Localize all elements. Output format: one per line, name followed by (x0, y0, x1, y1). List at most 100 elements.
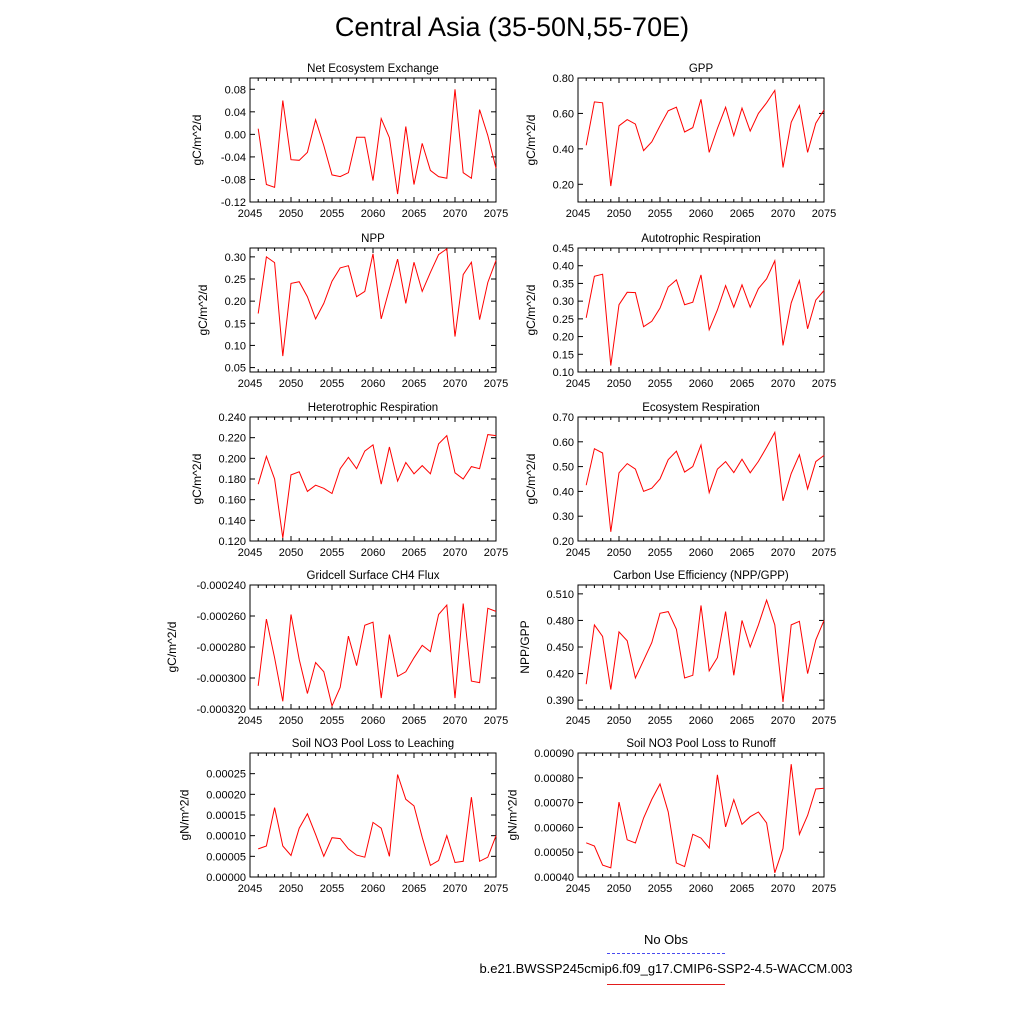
panel-title: Soil NO3 Pool Loss to Leaching (292, 738, 454, 750)
x-tick-label: 2075 (812, 378, 836, 390)
panel-title: Heterotrophic Respiration (308, 402, 438, 414)
data-line (586, 764, 825, 873)
x-tick-label: 2060 (689, 883, 713, 895)
y-tick-label: 0.35 (553, 278, 574, 290)
x-tick-label: 2050 (279, 547, 303, 559)
y-tick-label: 0.120 (218, 536, 246, 548)
x-tick-label: 2070 (443, 547, 467, 559)
y-tick-label: 0.10 (553, 367, 574, 379)
x-tick-label: 2065 (402, 208, 426, 220)
y-tick-label: -0.000280 (196, 642, 246, 654)
x-tick-label: 2045 (566, 715, 590, 727)
y-tick-label: 0.20 (225, 296, 246, 308)
y-tick-label: 0.390 (546, 695, 574, 707)
x-tick-label: 2070 (771, 715, 795, 727)
x-tick-label: 2045 (566, 208, 590, 220)
plot-frame (249, 416, 497, 542)
y-tick-label: 0.00080 (534, 773, 574, 785)
y-tick-label: 0.00060 (534, 822, 574, 834)
x-tick-label: 2045 (238, 547, 262, 559)
y-tick-label: 0.05 (225, 363, 246, 375)
x-tick-label: 2055 (648, 378, 672, 390)
y-tick-label: 0.25 (553, 314, 574, 326)
y-tick-label: 0.60 (553, 437, 574, 449)
x-tick-label: 2060 (361, 715, 385, 727)
y-tick-label: 0.180 (218, 474, 246, 486)
data-line (257, 434, 497, 538)
x-tick-label: 2075 (484, 378, 508, 390)
x-tick-label: 2065 (730, 883, 754, 895)
x-tick-label: 2050 (607, 547, 631, 559)
x-tick-label: 2075 (812, 883, 836, 895)
y-tick-label: 0.30 (225, 252, 246, 264)
legend-case-line (607, 984, 725, 985)
x-tick-label: 2050 (607, 208, 631, 220)
y-tick-label: -0.08 (221, 174, 246, 186)
y-tick-label: 0.60 (553, 108, 574, 120)
y-tick-label: 0.420 (546, 669, 574, 681)
x-tick-label: 2060 (361, 547, 385, 559)
y-tick-label: 0.08 (225, 84, 246, 96)
x-tick-label: 2055 (320, 883, 344, 895)
y-tick-label: 0.00050 (534, 847, 574, 859)
x-tick-label: 2055 (648, 883, 672, 895)
y-axis-label: gC/m^2/d (524, 285, 538, 336)
x-tick-label: 2060 (361, 378, 385, 390)
panel-title: Gridcell Surface CH4 Flux (307, 570, 440, 582)
y-tick-label: 0.50 (553, 462, 574, 474)
x-tick-label: 2065 (730, 208, 754, 220)
plot-frame (577, 416, 825, 542)
x-tick-label: 2065 (402, 547, 426, 559)
x-tick-label: 2065 (402, 883, 426, 895)
y-tick-label: 0.45 (553, 243, 574, 255)
legend-obs-label: No Obs (643, 932, 689, 947)
x-tick-label: 2070 (771, 547, 795, 559)
panel-title: Net Ecosystem Exchange (307, 63, 439, 75)
x-tick-label: 2045 (238, 883, 262, 895)
x-tick-label: 2065 (402, 715, 426, 727)
y-tick-label: 0.220 (218, 433, 246, 445)
data-line (257, 603, 497, 708)
y-tick-label: -0.000300 (196, 673, 246, 685)
y-axis-label: gC/m^2/d (196, 285, 210, 336)
plot-frame (249, 752, 497, 878)
panel-title: Carbon Use Efficiency (NPP/GPP) (613, 570, 789, 582)
plot-frame (577, 752, 825, 878)
panel-title: Autotrophic Respiration (641, 233, 761, 245)
y-axis-label: gN/m^2/d (506, 790, 520, 841)
x-tick-label: 2060 (689, 715, 713, 727)
x-tick-label: 2055 (648, 547, 672, 559)
x-tick-label: 2045 (566, 378, 590, 390)
y-tick-label: 0.10 (225, 340, 246, 352)
y-tick-label: -0.000240 (196, 580, 246, 592)
y-tick-label: 0.00025 (206, 769, 246, 781)
y-axis-label: gC/m^2/d (190, 454, 204, 505)
y-axis-label: gC/m^2/d (524, 115, 538, 166)
x-tick-label: 2065 (730, 547, 754, 559)
panel-title: NPP (361, 233, 385, 245)
data-line (585, 598, 825, 702)
data-line (585, 258, 825, 366)
y-axis-label: gC/m^2/d (165, 622, 179, 673)
plot-frame (577, 584, 825, 710)
y-tick-label: 0.140 (218, 515, 246, 527)
x-tick-label: 2055 (320, 547, 344, 559)
x-tick-label: 2060 (361, 208, 385, 220)
y-tick-label: 0.00015 (206, 810, 246, 822)
data-line (258, 774, 497, 867)
legend-case-label: b.e21.BWSSP245cmip6.f09_g17.CMIP6-SSP2-4… (479, 961, 853, 976)
y-tick-label: -0.000260 (196, 611, 246, 623)
x-tick-label: 2045 (566, 883, 590, 895)
y-tick-label: 0.240 (218, 412, 246, 424)
legend-obs-line (607, 953, 725, 954)
y-tick-label: 0.15 (225, 318, 246, 330)
x-tick-label: 2055 (320, 378, 344, 390)
x-tick-label: 2075 (812, 715, 836, 727)
x-tick-label: 2060 (689, 378, 713, 390)
y-tick-label: 0.00020 (206, 789, 246, 801)
x-tick-label: 2075 (484, 208, 508, 220)
panel-title: Ecosystem Respiration (642, 402, 760, 414)
x-tick-label: 2050 (607, 883, 631, 895)
x-tick-label: 2060 (361, 883, 385, 895)
y-tick-label: 0.40 (553, 144, 574, 156)
